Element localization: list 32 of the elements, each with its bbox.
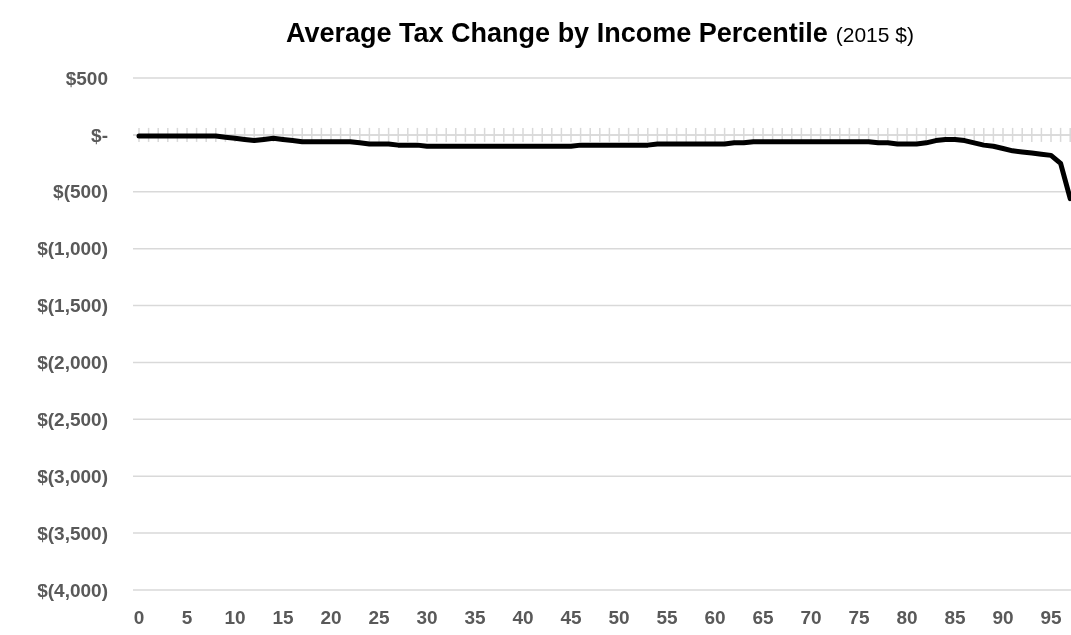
x-tick-label: 80 [896,607,918,628]
x-tick-label: 85 [944,607,966,628]
y-tick-label: $(1,500) [37,295,108,317]
y-tick-label: $- [91,124,108,146]
x-tick-label: 40 [512,607,534,628]
y-tick-label: $(2,500) [37,408,108,430]
x-tick-label: 15 [272,607,294,628]
y-tick-label: $(3,000) [37,465,108,487]
x-tick-label: 45 [560,607,582,628]
x-tick-label: 35 [464,607,486,628]
x-tick-label: 50 [608,607,630,628]
x-tick-label: 60 [704,607,726,628]
x-tick-label: 30 [416,607,438,628]
x-tick-label: 95 [1040,607,1062,628]
chart-subtitle: (2015 $) [835,23,914,46]
x-tick-label: 75 [848,607,870,628]
x-tick-label: 20 [320,607,342,628]
y-tick-label: $(1,000) [37,238,108,260]
y-tick-label: $(2,000) [37,352,108,374]
x-tick-label: 55 [656,607,678,628]
y-tick-label: $500 [65,67,108,89]
y-tick-label: $(3,500) [37,522,108,544]
y-tick-label: $(4,000) [37,579,108,601]
y-tick-label: $(500) [53,181,108,203]
chart-title: Average Tax Change by Income Percentile [286,18,828,48]
x-tick-label: 5 [181,607,193,628]
x-tick-label: 10 [224,607,246,628]
x-tick-label: 0 [133,607,145,628]
x-tick-label: 65 [752,607,774,628]
x-tick-label: 90 [992,607,1014,628]
x-tick-label: 70 [800,607,822,628]
x-tick-label: 25 [368,607,390,628]
